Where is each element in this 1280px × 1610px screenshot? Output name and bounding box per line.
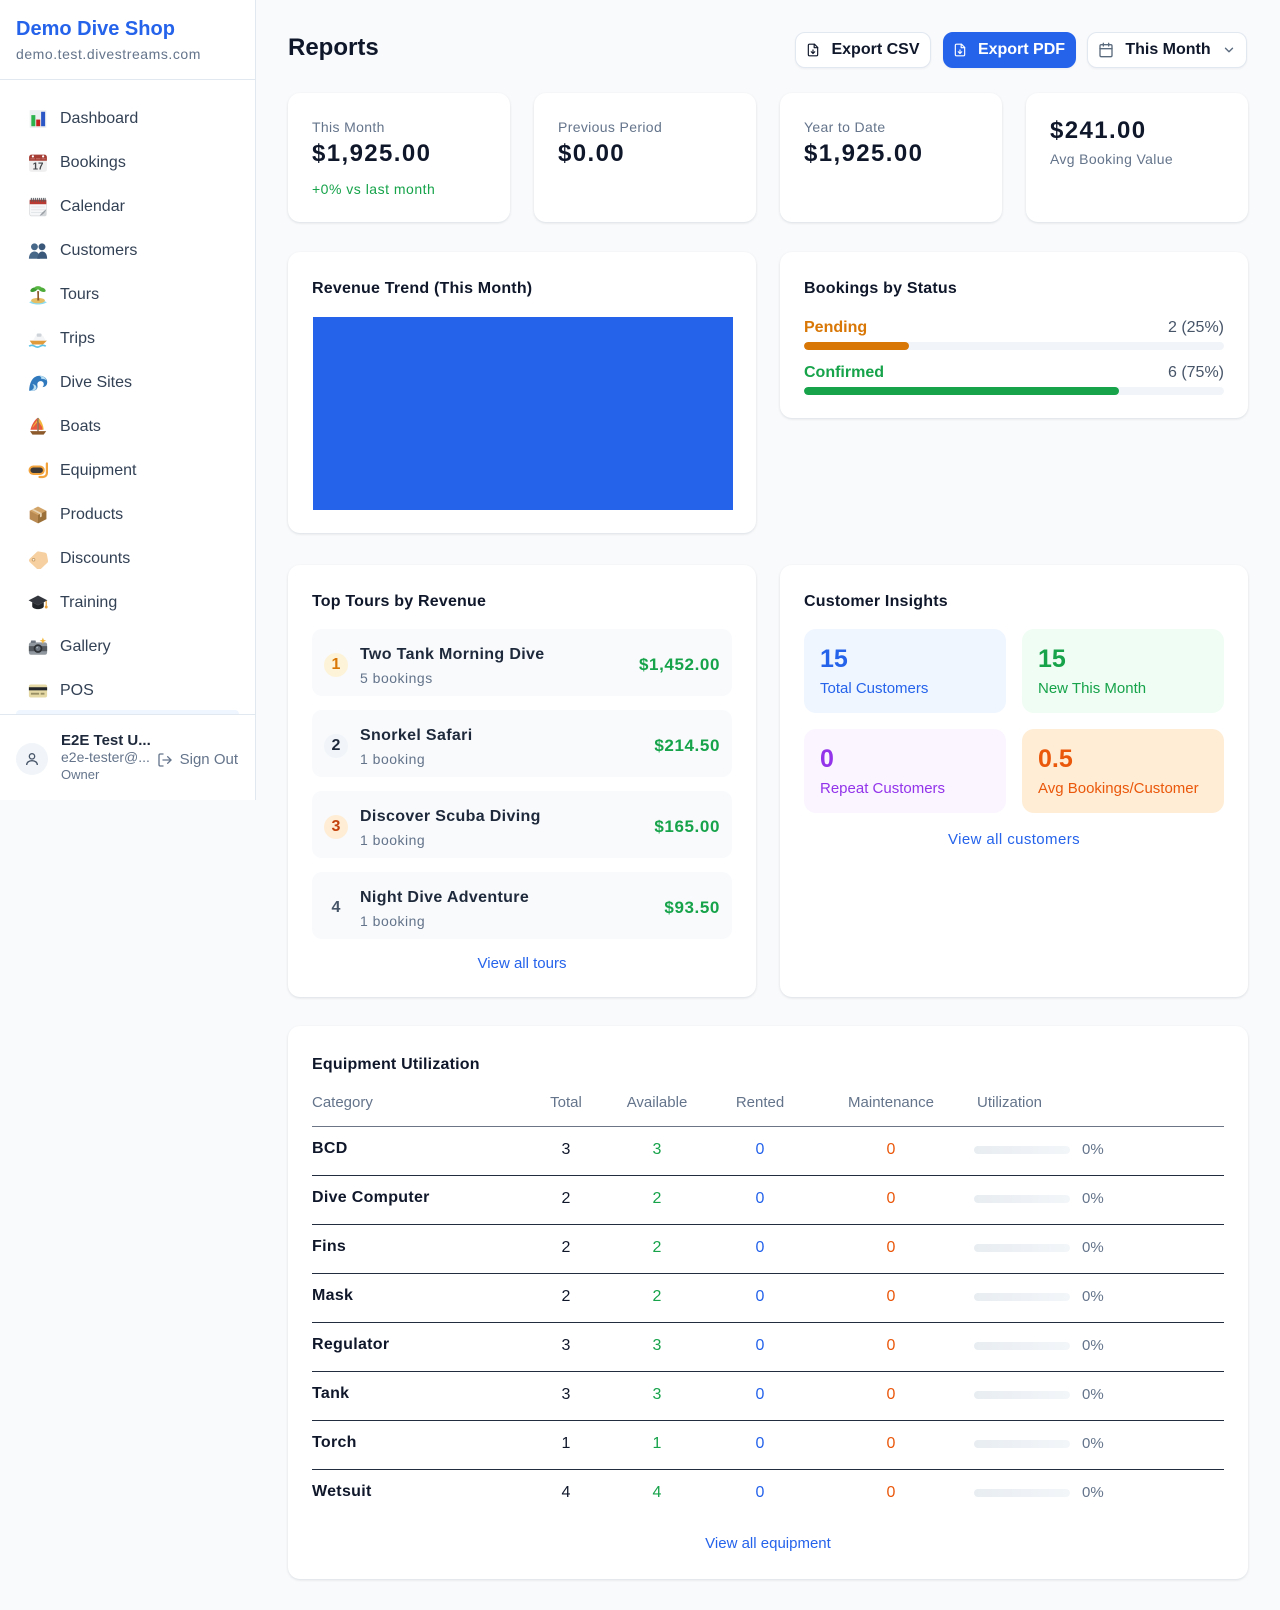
svg-text:17: 17 [33,162,44,173]
